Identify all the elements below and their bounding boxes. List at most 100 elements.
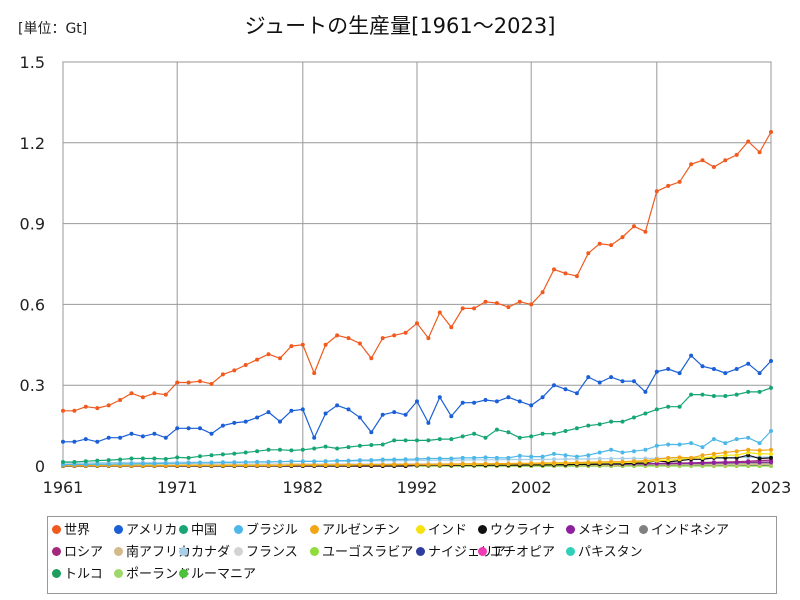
data-point <box>506 395 511 400</box>
data-point <box>175 461 180 466</box>
data-point <box>255 357 260 362</box>
legend-marker-icon <box>52 525 61 534</box>
data-point <box>266 460 271 464</box>
data-point <box>369 458 374 463</box>
data-point <box>746 435 751 440</box>
data-point <box>472 306 477 311</box>
data-point <box>677 179 682 184</box>
data-point <box>746 361 751 366</box>
legend-label: ブラジル <box>246 523 298 538</box>
data-point <box>609 456 614 461</box>
data-point <box>574 274 579 279</box>
data-point <box>654 369 659 374</box>
data-point <box>552 431 556 436</box>
data-point <box>129 461 134 466</box>
data-point <box>437 456 442 461</box>
data-point <box>632 224 636 229</box>
data-point <box>392 333 397 338</box>
data-point <box>369 443 374 447</box>
data-point <box>300 342 305 347</box>
data-point <box>369 430 374 435</box>
data-point <box>563 460 568 465</box>
data-point <box>711 394 716 398</box>
data-point <box>83 437 88 442</box>
data-point <box>666 367 671 371</box>
data-point <box>95 406 100 411</box>
data-point <box>517 299 522 304</box>
data-point <box>255 463 260 468</box>
data-point <box>506 461 511 466</box>
legend-marker-icon <box>416 525 425 534</box>
data-point <box>597 422 602 427</box>
legend-label: ルーマニア <box>191 567 257 582</box>
data-point <box>711 451 716 456</box>
data-point <box>163 392 168 397</box>
data-point <box>449 462 454 467</box>
data-point <box>437 462 442 467</box>
data-point <box>654 461 659 466</box>
data-point <box>757 441 762 446</box>
data-point <box>278 459 282 464</box>
legend-marker-icon <box>52 569 61 578</box>
data-point <box>460 306 465 311</box>
data-point <box>175 426 180 431</box>
data-point <box>335 462 340 467</box>
legend-item: トルコ <box>52 567 103 583</box>
data-point <box>426 336 431 341</box>
legend-item: フランス <box>234 545 298 561</box>
legend-marker-icon <box>179 569 188 578</box>
data-point <box>300 459 305 464</box>
data-point <box>746 139 751 144</box>
data-point <box>586 251 591 256</box>
data-point <box>243 419 248 424</box>
data-point <box>209 381 214 386</box>
data-point <box>666 404 671 409</box>
data-point <box>540 395 545 400</box>
data-point <box>289 462 294 467</box>
data-point <box>586 453 591 458</box>
data-point <box>61 460 65 464</box>
data-point <box>677 371 682 376</box>
data-point <box>255 415 260 420</box>
data-point <box>689 162 694 167</box>
legend-label: ロシア <box>64 545 104 560</box>
data-point <box>83 462 88 467</box>
data-point <box>552 457 556 462</box>
data-point <box>540 290 545 295</box>
data-point <box>106 462 111 467</box>
legend-item: 世界 <box>52 523 90 539</box>
data-point <box>392 410 397 415</box>
data-point <box>266 352 271 357</box>
legend-item: ユーゴスラビア <box>310 545 413 561</box>
data-point <box>734 449 739 454</box>
data-point <box>266 410 271 415</box>
data-point <box>609 419 614 424</box>
data-point <box>552 267 556 272</box>
data-point <box>403 330 408 335</box>
data-point <box>540 461 545 465</box>
legend-marker-icon <box>566 525 575 534</box>
legend-label: カナダ <box>191 545 231 560</box>
data-point <box>346 407 351 412</box>
legend-label: 南アフリカ <box>126 545 192 560</box>
data-point <box>483 299 488 304</box>
data-point <box>186 380 191 385</box>
data-point <box>494 455 499 460</box>
data-point <box>506 430 511 435</box>
legend-item: エチオピア <box>478 545 555 561</box>
data-point <box>312 462 317 467</box>
data-point <box>152 431 157 436</box>
legend-item: メキシコ <box>566 523 630 539</box>
y-tick-label: 1.2 <box>20 134 45 153</box>
data-point <box>357 462 362 467</box>
y-tick-label: 1.5 <box>20 53 45 72</box>
data-point <box>769 460 773 464</box>
data-point <box>152 391 157 396</box>
legend-label: 中国 <box>191 523 218 538</box>
data-point <box>597 380 602 385</box>
data-point <box>529 434 534 439</box>
data-point <box>586 423 591 428</box>
data-point <box>95 462 100 467</box>
